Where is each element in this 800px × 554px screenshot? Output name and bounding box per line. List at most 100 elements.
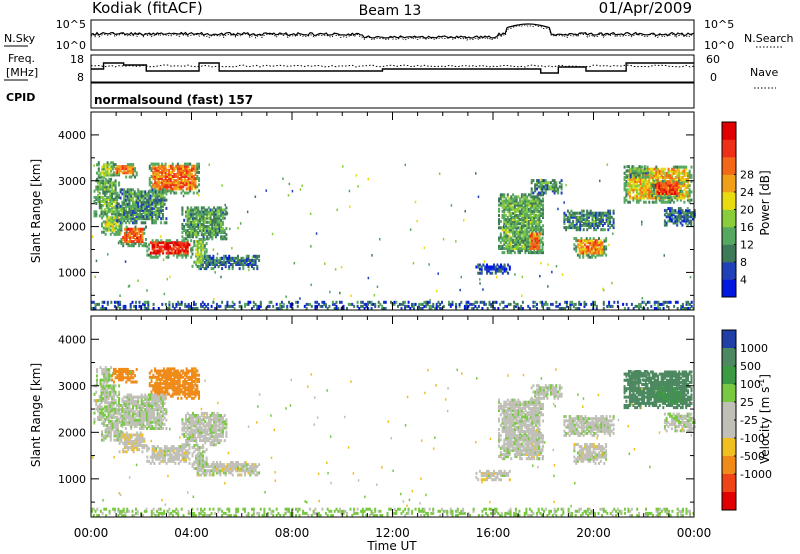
p-cell (163, 243, 166, 247)
p-cell (575, 237, 578, 241)
p-cell (202, 258, 205, 262)
p-cell (428, 307, 431, 310)
p-cell (534, 304, 537, 308)
p-cell (99, 171, 102, 175)
p-speck (604, 240, 606, 243)
v-cell (114, 370, 117, 373)
p-speck (348, 189, 351, 193)
p-cell (157, 185, 160, 189)
p-cell (522, 207, 525, 211)
p-cell (536, 209, 539, 213)
p-cell (570, 209, 573, 213)
v-cell (112, 403, 115, 407)
p-speck (436, 289, 438, 293)
v-cell (138, 439, 140, 443)
p-cell (186, 243, 189, 247)
p-cell (513, 251, 516, 255)
v-cell (102, 386, 105, 390)
p-cell (106, 300, 109, 304)
p-cell (570, 224, 573, 227)
v-cell (126, 372, 129, 376)
p-cell (109, 183, 112, 187)
p-cell (560, 185, 563, 189)
p-cell (117, 213, 120, 216)
p-cell (266, 304, 269, 308)
p-cell (130, 167, 133, 171)
p-cell (589, 226, 592, 230)
p-cell (540, 220, 543, 224)
p-speck (329, 290, 331, 294)
p-cell (522, 224, 525, 228)
p-cell (183, 225, 186, 228)
p-cell (660, 167, 663, 171)
p-cell (126, 198, 129, 202)
v-cell (113, 432, 116, 436)
p-cell (505, 232, 508, 236)
p-speck (334, 268, 337, 271)
p-cell (175, 164, 178, 168)
p-cell (123, 192, 126, 196)
p-cell (128, 175, 131, 179)
p-cell (128, 169, 131, 173)
p-cell (515, 247, 518, 250)
p-cell (625, 190, 628, 194)
p-cell (108, 224, 111, 228)
p-cell (134, 233, 137, 237)
p-cell (154, 202, 157, 206)
p-cell (181, 247, 184, 251)
p-cell (676, 219, 679, 223)
p-speck (229, 227, 231, 231)
p-cell (197, 231, 200, 235)
p-cell (247, 258, 250, 262)
p-cell (107, 206, 110, 210)
p-cell (162, 251, 165, 255)
p-cell (513, 207, 516, 211)
v-cell (136, 435, 139, 439)
v-cell (104, 370, 107, 374)
p-cell (572, 222, 575, 225)
p-cell (598, 224, 601, 227)
p-cell (135, 304, 137, 308)
p-cell (106, 218, 109, 222)
p-cell (173, 185, 176, 189)
v-cell (111, 397, 114, 400)
p-speck (301, 184, 303, 187)
p-cell (573, 243, 576, 247)
p-cell (534, 300, 537, 304)
p-cell (161, 175, 164, 178)
v-cell (109, 390, 112, 394)
p-cell (207, 233, 210, 237)
p-speck (671, 210, 673, 213)
p-speck (459, 288, 461, 292)
p-cell (169, 172, 172, 176)
p-cell (200, 222, 203, 226)
p-cell (195, 218, 198, 222)
p-cell (681, 181, 684, 185)
p-cell (535, 207, 537, 211)
p-cell (517, 240, 520, 244)
p-cell (655, 165, 658, 169)
p-cell (135, 192, 138, 196)
p-cell (209, 233, 212, 237)
p-cell (593, 213, 596, 217)
p-cell (683, 196, 686, 200)
p-cell (423, 300, 426, 304)
p-speck (555, 265, 558, 268)
p-cell (633, 171, 636, 175)
p-cell (196, 307, 199, 310)
v-cell (108, 434, 111, 438)
p-cell (144, 196, 147, 200)
p-cell (115, 300, 118, 304)
p-cell (104, 208, 107, 212)
p-cell (588, 211, 590, 215)
p-cell (686, 215, 689, 219)
p-cell (522, 195, 525, 199)
p-cell (172, 251, 175, 255)
p-cell (633, 173, 636, 177)
p-cell (517, 236, 520, 240)
p-cell (119, 169, 122, 173)
p-cell (157, 164, 160, 168)
p-cell (526, 209, 529, 213)
p-speck (127, 285, 130, 288)
v-cell (109, 434, 112, 438)
